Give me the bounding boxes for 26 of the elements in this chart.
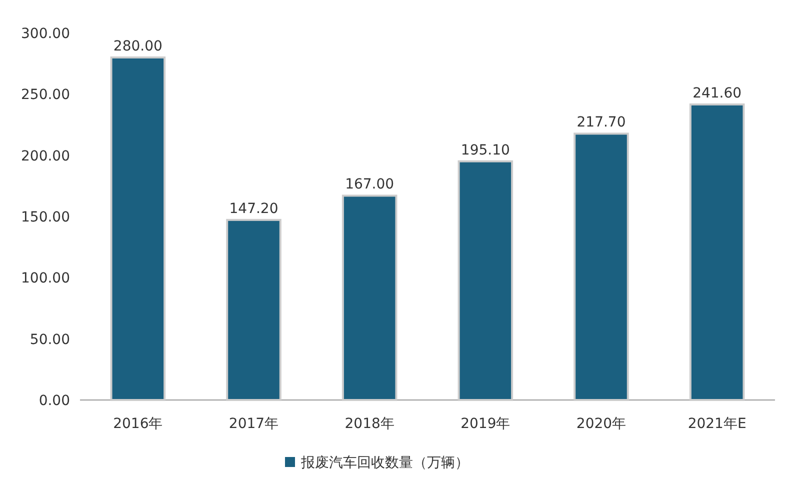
data-label: 241.60: [692, 85, 742, 102]
y-tick-label: 50.00: [30, 332, 70, 348]
bar: [574, 132, 629, 401]
y-tick-label: 0.00: [38, 393, 70, 409]
y-tick-label: 100.00: [21, 270, 70, 287]
bar: [342, 194, 398, 401]
x-tick-label: 2021年E: [688, 416, 746, 432]
data-label: 167.00: [345, 176, 394, 193]
bar: [226, 218, 282, 401]
y-tick-label: 150.00: [21, 210, 70, 226]
bar: [689, 103, 745, 401]
x-tick-label: 2017年: [228, 416, 279, 432]
x-tick-label: 2018年: [344, 416, 394, 432]
y-tick-label: 300.00: [21, 26, 70, 42]
bar: [110, 56, 166, 401]
y-tick-label: 200.00: [21, 148, 70, 164]
data-label: 280.00: [113, 38, 162, 54]
x-tick-label: 2016年: [113, 416, 163, 432]
data-label: 147.20: [229, 200, 278, 217]
data-label: 195.10: [460, 142, 510, 158]
x-tick-label: 2019年: [460, 416, 510, 432]
legend-label: 报废汽车回收数量（万辆）: [300, 455, 469, 471]
y-tick-label: 250.00: [21, 87, 70, 104]
data-label: 217.70: [576, 114, 626, 131]
x-tick-label: 2020年: [576, 416, 626, 432]
bar: [458, 160, 514, 401]
